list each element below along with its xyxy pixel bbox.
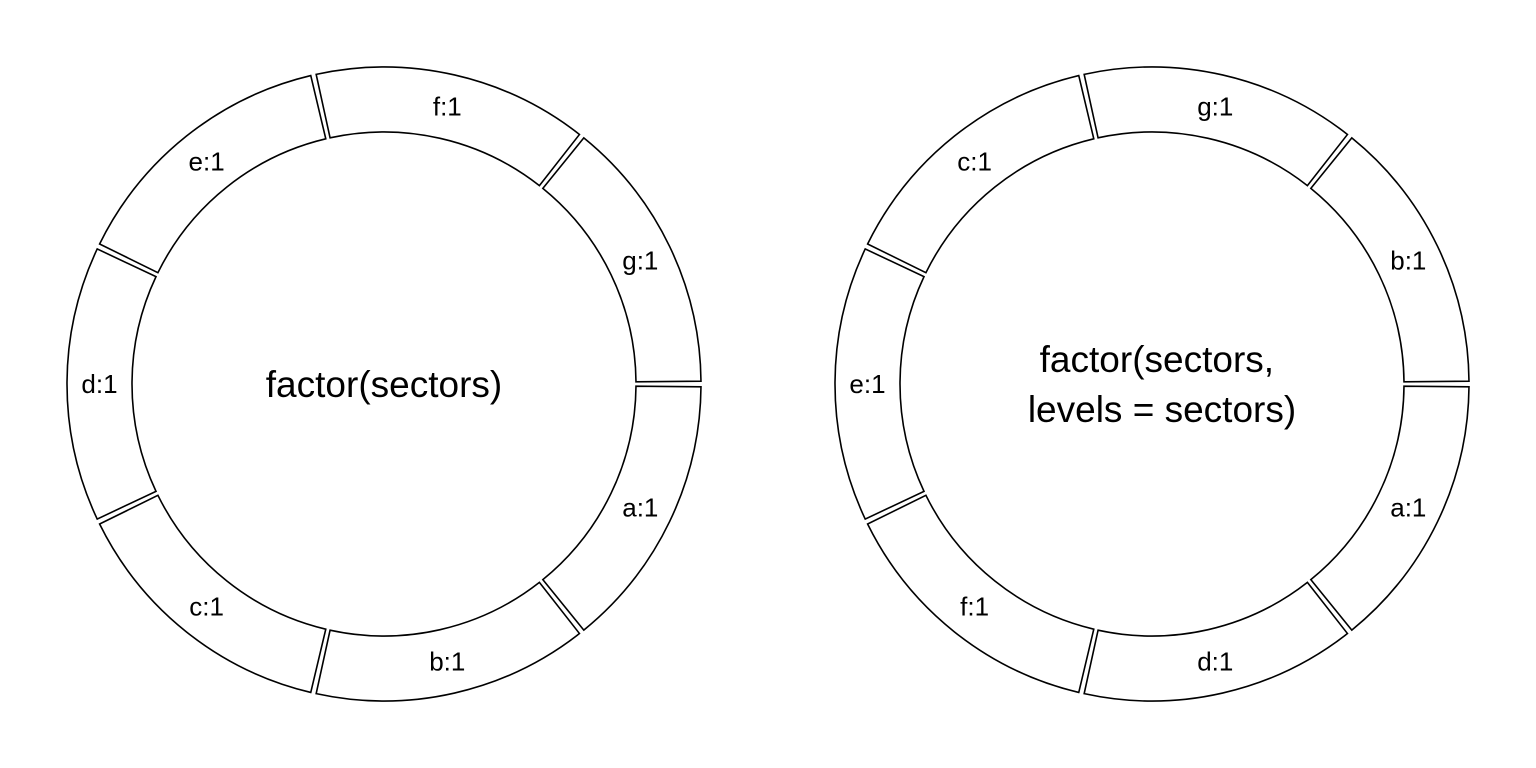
panel-factor-sectors: a:1 b:1 c:1 d:1 e:1 f:1 g:1 factor(sectors) (66, 66, 702, 702)
panel-center-title: factor(sectors, levels = sectors) (1028, 339, 1296, 430)
sector-cell (541, 136, 702, 383)
sector-label: b:1 (429, 646, 465, 676)
sector-label: b:1 (1390, 246, 1426, 276)
sector-label: f:1 (960, 591, 989, 621)
sector-ring: a:1 b:1 c:1 d:1 e:1 f:1 g:1 (66, 66, 702, 702)
sector-ring: a:1 d:1 f:1 e:1 c:1 g:1 b:1 (834, 66, 1470, 702)
sector-cell (315, 581, 581, 702)
sector-label: a:1 (622, 492, 658, 522)
sector-label: d:1 (1197, 646, 1233, 676)
sector-label: e:1 (189, 147, 225, 177)
panel-factor-sectors-levels: a:1 d:1 f:1 e:1 c:1 g:1 b:1 factor(sectors, le… (834, 66, 1470, 702)
sector-label: c:1 (189, 591, 224, 621)
sector-cell (98, 494, 327, 694)
sector-cell (1083, 66, 1349, 187)
sector-cell (1309, 136, 1470, 383)
sector-label: g:1 (622, 246, 658, 276)
sector-cell (834, 247, 926, 521)
center-title-line: factor(sectors, (1040, 339, 1274, 380)
sector-label: g:1 (1197, 92, 1233, 122)
sector-cell (98, 74, 327, 274)
sector-label: d:1 (81, 369, 117, 399)
sector-label: f:1 (433, 92, 462, 122)
sector-cell (541, 385, 702, 632)
sector-cell (66, 247, 158, 521)
sector-label: e:1 (849, 369, 885, 399)
center-title-line: factor(sectors) (266, 364, 502, 405)
sector-cell (315, 66, 581, 187)
sector-cell (866, 494, 1095, 694)
sector-cell (1309, 385, 1470, 632)
panel-center-title: factor(sectors) (266, 364, 502, 405)
sector-label: c:1 (957, 147, 992, 177)
sector-cell (1083, 581, 1349, 702)
sector-cell (866, 74, 1095, 274)
center-title-line: levels = sectors) (1028, 389, 1296, 430)
sector-label: a:1 (1390, 492, 1426, 522)
